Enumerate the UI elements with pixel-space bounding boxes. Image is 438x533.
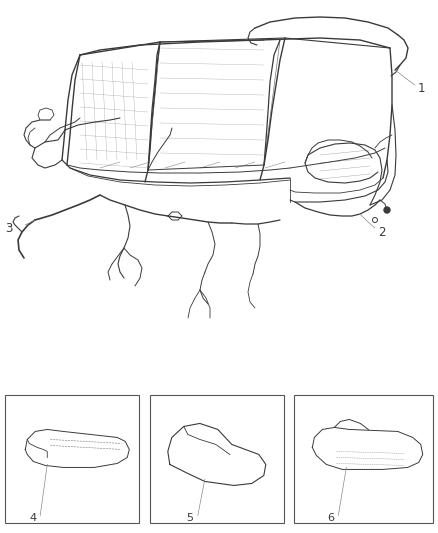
Circle shape (384, 207, 390, 213)
Text: 1: 1 (418, 82, 425, 94)
Text: 5: 5 (186, 513, 193, 523)
Bar (150, 395, 284, 523)
Text: 2: 2 (378, 225, 385, 238)
Text: 6: 6 (327, 513, 334, 523)
Text: 4: 4 (30, 513, 37, 523)
Text: 3: 3 (5, 222, 12, 235)
Bar (294, 395, 433, 523)
Bar (5, 395, 139, 523)
